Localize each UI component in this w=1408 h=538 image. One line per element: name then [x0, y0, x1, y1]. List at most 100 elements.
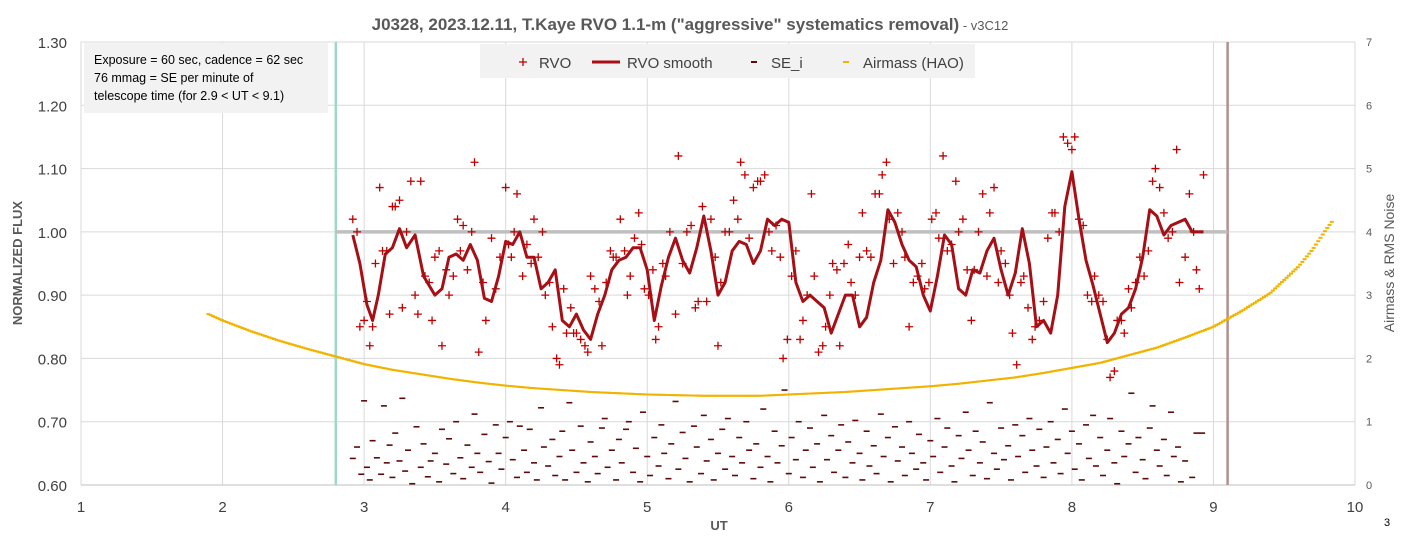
- rvo-point: [391, 202, 400, 211]
- rvo-point: [566, 303, 575, 312]
- rvo-point: [365, 341, 374, 350]
- rvo-point: [1168, 227, 1177, 236]
- rvo-point: [1164, 234, 1173, 243]
- rvo-point: [1016, 278, 1025, 287]
- rvo-point: [927, 215, 936, 224]
- rvo-point: [963, 265, 972, 274]
- rvo-point: [1039, 297, 1048, 306]
- rvo-point: [882, 158, 891, 167]
- legend-label: RVO: [539, 55, 571, 72]
- rvo-point: [445, 291, 454, 300]
- rvo-point: [518, 272, 527, 281]
- rvo-point: [691, 303, 700, 312]
- rvo-point: [470, 158, 479, 167]
- legend-background: [480, 44, 975, 78]
- rvo-point: [706, 215, 715, 224]
- y2-tick-label: 2: [1366, 353, 1372, 365]
- rvo-point: [835, 341, 844, 350]
- rvo-point: [1172, 145, 1181, 154]
- rvo-point: [1059, 132, 1068, 141]
- rvo-point: [736, 158, 745, 167]
- rvo-point: [580, 341, 589, 350]
- rvo-point: [917, 259, 926, 268]
- airmass-series: [206, 220, 1334, 397]
- rvo-point: [714, 341, 722, 350]
- rvo-point: [353, 227, 362, 236]
- rvo-point: [360, 316, 369, 325]
- rvo-point: [474, 348, 483, 357]
- rvo-point: [855, 253, 864, 262]
- y2-tick-label: 1: [1366, 417, 1372, 429]
- y-tick-label: 1.00: [38, 225, 67, 242]
- rvo-point: [538, 227, 547, 236]
- rvo-point: [943, 246, 952, 255]
- rvo-point: [1067, 145, 1076, 154]
- rvo-point: [1106, 373, 1115, 382]
- rvo-point: [997, 246, 1006, 255]
- rvo-point: [847, 278, 856, 287]
- y-tick-label: 0.80: [38, 351, 67, 368]
- rvo-point: [559, 284, 568, 293]
- y2-tick-label: 4: [1366, 227, 1372, 239]
- corner-number: 3: [1384, 517, 1390, 529]
- rvo-point: [978, 189, 987, 198]
- rvo-point: [512, 189, 521, 198]
- rvo-point: [552, 354, 561, 363]
- rvo-point: [1110, 367, 1119, 376]
- rvo-point: [648, 265, 657, 274]
- legend-plus-icon: [519, 58, 527, 66]
- y2-tick-label: 6: [1366, 100, 1372, 112]
- rvo-point: [694, 297, 703, 306]
- y2-tick-label: 3: [1366, 290, 1372, 302]
- rvo-point: [1083, 291, 1092, 300]
- rvo-point: [1028, 335, 1037, 344]
- rvo-point: [430, 253, 439, 262]
- rvo-point: [1151, 164, 1160, 173]
- rvo-point: [839, 259, 848, 268]
- rvo-point: [866, 253, 875, 262]
- rvo-point: [951, 177, 960, 186]
- rvo-point: [371, 259, 380, 268]
- rvo-series: [348, 132, 1208, 382]
- rvo-point: [507, 253, 516, 262]
- rvo-point: [572, 329, 581, 338]
- y2-tick-label: 0: [1366, 480, 1372, 492]
- rvo-point: [796, 335, 805, 344]
- rvo-point: [1144, 246, 1153, 255]
- rvo-point: [487, 234, 496, 243]
- rvo-point: [437, 341, 446, 350]
- y-tick-label: 0.90: [38, 288, 67, 305]
- rvo-point: [858, 208, 867, 217]
- rvo-point: [348, 215, 357, 224]
- rvo-point: [893, 208, 902, 217]
- y2-tick-label: 5: [1366, 164, 1372, 176]
- rvo-point: [398, 303, 407, 312]
- rvo-point: [974, 227, 983, 236]
- info-box-line: telescope time (for 2.9 < UT < 9.1): [94, 89, 284, 103]
- rvo-point: [640, 284, 649, 293]
- info-box-line: 76 mmag = SE per minute of: [94, 71, 254, 85]
- x-axis-label: UT: [710, 518, 727, 533]
- rvo-point: [562, 329, 571, 338]
- rvo-point: [467, 227, 476, 236]
- rvo-point: [1155, 183, 1164, 192]
- x-tick-label: 1: [77, 499, 85, 516]
- rvo-point: [1159, 208, 1168, 217]
- rvo-point: [909, 278, 918, 287]
- rvo-point: [698, 202, 707, 211]
- x-tick-labels: 1 2 3 4 5 6 7 8 9 10: [77, 499, 1364, 516]
- rvo-point: [982, 272, 991, 281]
- rvo-point: [606, 246, 615, 255]
- rvo-point: [541, 291, 550, 300]
- rvo-point: [958, 215, 967, 224]
- legend-label: RVO smooth: [627, 55, 713, 72]
- x-tick-label: 4: [501, 499, 509, 516]
- rvo-point: [682, 227, 691, 236]
- rvo-point: [1120, 329, 1129, 338]
- rvo-point: [1050, 208, 1059, 217]
- rvo-point: [459, 221, 468, 230]
- rvo-point: [671, 310, 680, 319]
- rvo-point: [406, 177, 415, 186]
- y-tick-label: 0.70: [38, 415, 67, 432]
- x-tick-label: 8: [1068, 499, 1076, 516]
